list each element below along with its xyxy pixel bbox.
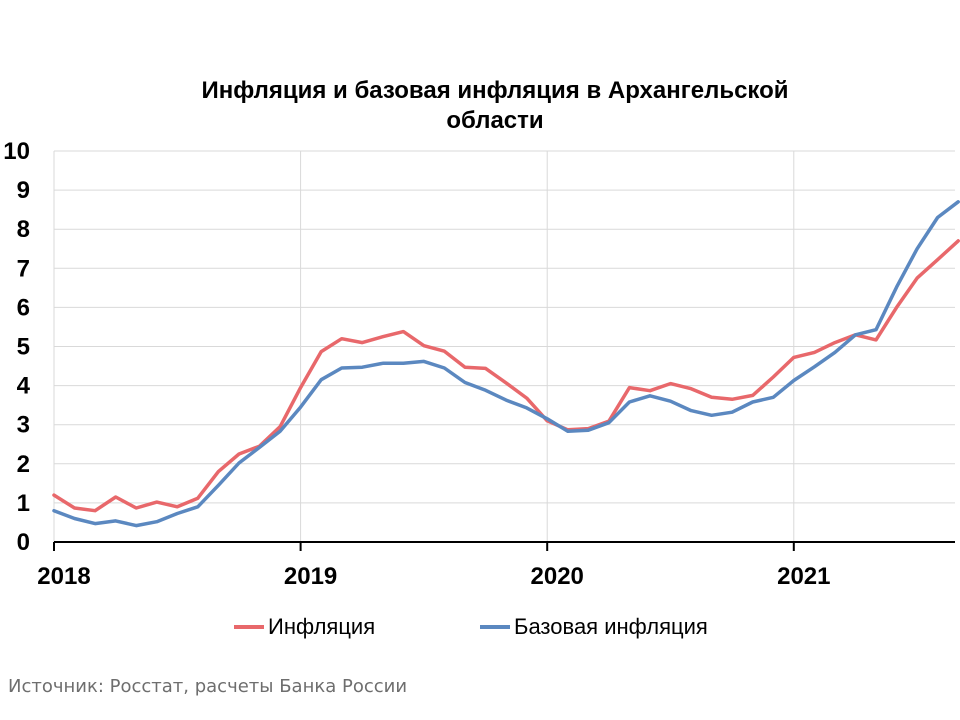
chart-title-line-2: области	[446, 107, 544, 134]
chart-title: Инфляция и базовая инфляция в Архангельс…	[0, 76, 960, 136]
y-tick-label: 0	[17, 529, 30, 556]
legend-item-core-inflation: Базовая инфляция	[480, 612, 708, 642]
series-lines	[52, 200, 960, 528]
y-tick-label: 4	[17, 373, 31, 400]
source-note: Источник: Росстат, расчеты Банка России	[8, 676, 408, 697]
legend-label-core-inflation: Базовая инфляция	[514, 614, 708, 639]
series-line-core-inflation	[52, 200, 960, 528]
x-tick-label: 2021	[777, 563, 830, 590]
y-tick-label: 5	[17, 334, 30, 361]
axes	[53, 151, 955, 551]
y-tick-label: 8	[17, 216, 30, 243]
chart-title-line-1: Инфляция и базовая инфляция в Архангельс…	[201, 77, 789, 104]
y-tick-label: 1	[17, 490, 30, 517]
y-tick-label: 3	[17, 412, 30, 439]
tick-labels: 0 1 2 3 4 5 6 7 8 9 10 2018 2019 2020 2021	[3, 138, 830, 590]
legend-swatch-inflation	[234, 625, 264, 629]
x-tick-label: 2019	[284, 563, 337, 590]
x-tick-label: 2018	[37, 563, 90, 590]
legend-label-inflation: Инфляция	[268, 614, 376, 639]
y-tick-label: 6	[17, 294, 30, 321]
x-tick-label: 2020	[531, 563, 584, 590]
legend-item-inflation: Инфляция	[234, 612, 375, 642]
series-line-inflation	[52, 239, 960, 513]
gridlines	[54, 150, 955, 542]
y-tick-label: 9	[17, 177, 30, 204]
y-tick-label: 7	[17, 255, 30, 282]
y-tick-label: 2	[17, 451, 30, 478]
y-tick-label: 10	[3, 138, 30, 165]
legend-swatch-core-inflation	[480, 625, 510, 629]
